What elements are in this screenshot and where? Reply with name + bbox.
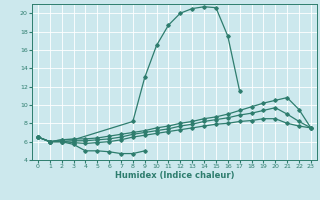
X-axis label: Humidex (Indice chaleur): Humidex (Indice chaleur) — [115, 171, 234, 180]
